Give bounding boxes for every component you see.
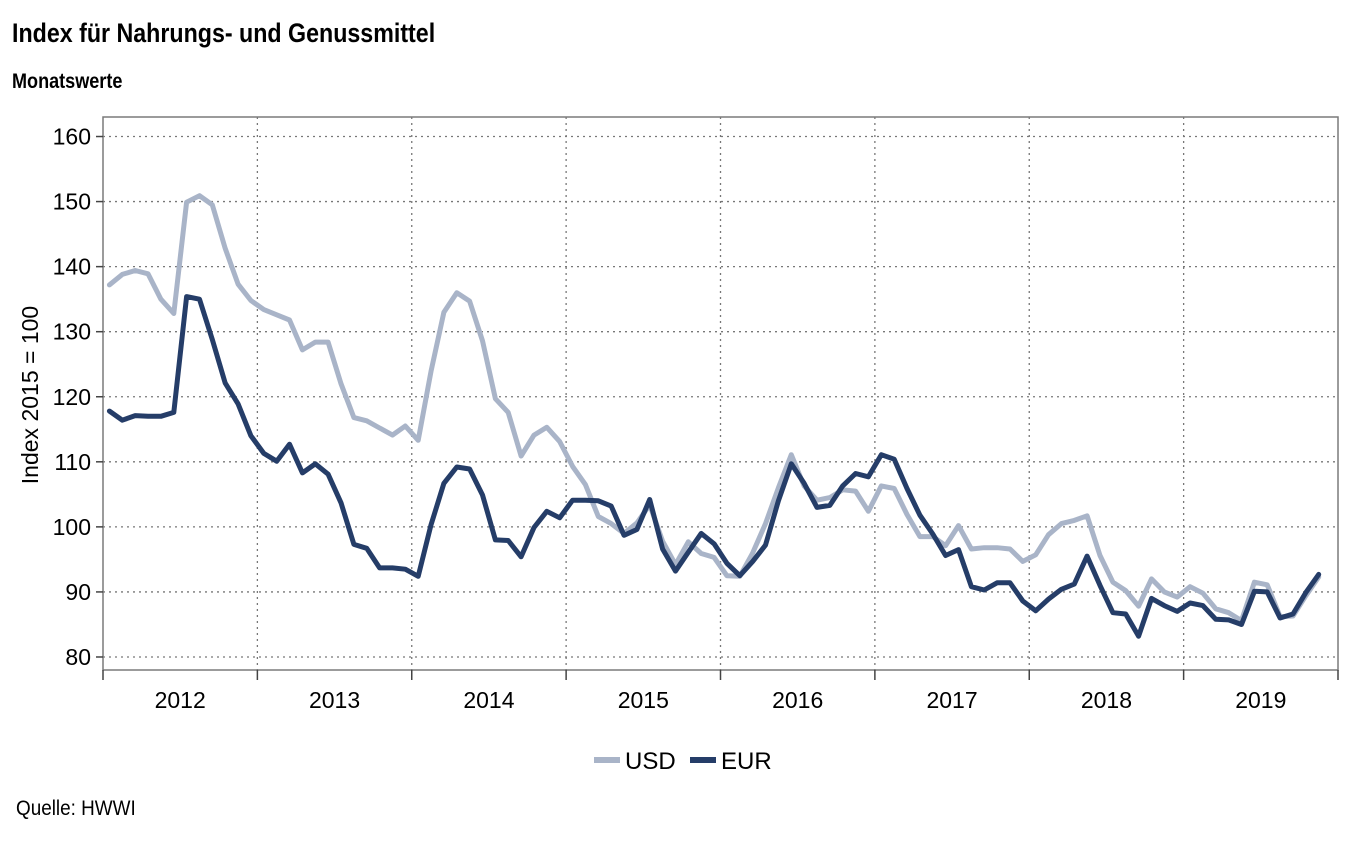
series-line-usd	[106, 193, 1322, 624]
y-tick-label: 80	[65, 644, 91, 670]
chart-subtitle: Monatswerte	[12, 70, 123, 93]
y-tick-label: 90	[65, 579, 91, 605]
x-tick-label: 2014	[463, 687, 514, 713]
series-lines	[106, 193, 1322, 639]
x-tick-label: 2016	[772, 687, 823, 713]
y-tick-label: 110	[54, 449, 91, 475]
x-tick-label: 2019	[1235, 687, 1286, 713]
chart-title: Index für Nahrungs- und Genussmittel	[12, 18, 436, 48]
y-axis-label: Index 2015 = 100	[17, 306, 43, 484]
source-note: Quelle: HWWI	[16, 797, 136, 820]
grid-lines	[103, 117, 1338, 670]
y-tick-label: 100	[53, 514, 91, 540]
series-line-eur	[106, 294, 1322, 639]
y-tick-label: 120	[53, 384, 91, 410]
y-tick-label: 160	[53, 124, 91, 150]
x-tick-label: 2015	[618, 687, 669, 713]
legend: USD EUR	[594, 748, 772, 775]
y-tick-label: 150	[53, 189, 91, 215]
y-tick-label: 140	[53, 254, 91, 280]
legend-label-usd: USD	[625, 748, 676, 775]
y-tick-label: 130	[53, 319, 91, 345]
x-tick-label: 2013	[309, 687, 360, 713]
legend-label-eur: EUR	[721, 748, 772, 775]
x-tick-label: 2018	[1081, 687, 1132, 713]
axes: 80 90 100 110 120 130 140 150 160 2012 2013 2014 201…	[53, 116, 1339, 713]
x-tick-label: 2017	[926, 687, 977, 713]
x-tick-label: 2012	[155, 687, 206, 713]
